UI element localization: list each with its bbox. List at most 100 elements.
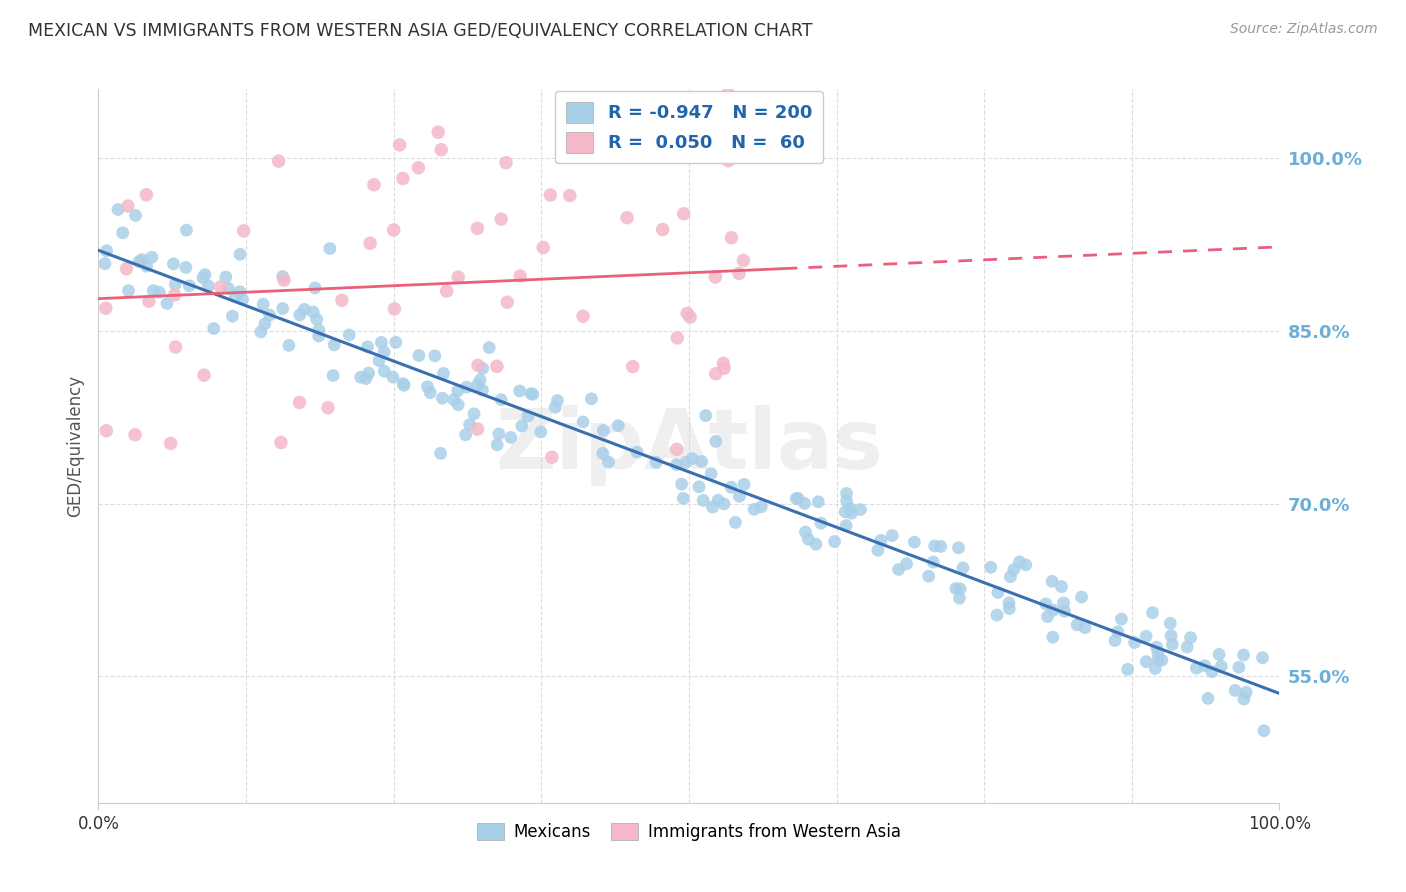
Point xyxy=(388,137,411,152)
Point xyxy=(322,368,344,383)
Point xyxy=(217,281,239,295)
Point xyxy=(887,562,910,576)
Point xyxy=(1233,692,1256,706)
Text: Source: ZipAtlas.com: Source: ZipAtlas.com xyxy=(1230,22,1378,37)
Point xyxy=(665,458,688,472)
Point xyxy=(1161,637,1184,651)
Point xyxy=(117,199,139,213)
Point xyxy=(363,178,385,192)
Point xyxy=(270,435,292,450)
Point xyxy=(382,223,405,237)
Point xyxy=(704,434,727,449)
Point xyxy=(252,297,274,311)
Point xyxy=(408,349,430,363)
Point xyxy=(672,491,695,506)
Point xyxy=(323,338,346,352)
Point xyxy=(465,378,488,392)
Point xyxy=(1146,640,1168,655)
Point xyxy=(115,261,138,276)
Point xyxy=(373,364,395,378)
Point xyxy=(713,497,735,511)
Point xyxy=(156,296,179,310)
Point xyxy=(558,188,581,202)
Point xyxy=(1142,606,1164,620)
Point xyxy=(496,295,519,310)
Point xyxy=(131,252,153,267)
Point xyxy=(392,376,415,391)
Point xyxy=(688,480,710,494)
Point xyxy=(471,383,494,397)
Point xyxy=(509,269,531,284)
Point xyxy=(804,537,827,551)
Point xyxy=(530,425,553,439)
Point xyxy=(1111,612,1133,626)
Point xyxy=(135,259,157,273)
Point xyxy=(427,125,450,139)
Point xyxy=(1042,603,1064,617)
Point xyxy=(350,370,373,384)
Point xyxy=(273,273,295,287)
Point xyxy=(785,491,807,506)
Point xyxy=(1002,563,1025,577)
Point xyxy=(544,401,567,415)
Point xyxy=(107,202,129,217)
Point xyxy=(432,391,454,405)
Point xyxy=(357,366,380,380)
Text: MEXICAN VS IMMIGRANTS FROM WESTERN ASIA GED/EQUIVALENCY CORRELATION CHART: MEXICAN VS IMMIGRANTS FROM WESTERN ASIA … xyxy=(28,22,813,40)
Point xyxy=(870,533,893,548)
Point xyxy=(197,279,219,293)
Point xyxy=(1015,558,1038,572)
Point xyxy=(1150,653,1173,667)
Point xyxy=(742,502,765,516)
Point xyxy=(250,325,273,339)
Point xyxy=(592,446,614,460)
Point xyxy=(952,561,974,575)
Point xyxy=(945,582,967,596)
Point xyxy=(948,591,970,606)
Point xyxy=(305,312,328,326)
Point xyxy=(458,417,481,432)
Point xyxy=(598,455,620,469)
Legend: Mexicans, Immigrants from Western Asia: Mexicans, Immigrants from Western Asia xyxy=(471,816,907,848)
Point xyxy=(733,477,755,491)
Point xyxy=(704,367,727,381)
Point xyxy=(645,455,668,469)
Point xyxy=(665,442,688,457)
Point xyxy=(1074,621,1097,635)
Point xyxy=(509,384,531,398)
Point xyxy=(423,349,446,363)
Point xyxy=(1197,691,1219,706)
Point xyxy=(271,301,294,316)
Point xyxy=(370,335,392,350)
Point xyxy=(929,540,952,554)
Point xyxy=(277,338,299,352)
Point xyxy=(148,285,170,300)
Point xyxy=(489,392,512,407)
Point xyxy=(1223,683,1246,698)
Point xyxy=(1135,655,1157,669)
Point xyxy=(986,608,1008,623)
Point xyxy=(679,310,702,324)
Point xyxy=(717,153,740,168)
Point xyxy=(918,569,941,583)
Point xyxy=(724,516,747,530)
Point xyxy=(1042,630,1064,644)
Point xyxy=(1211,659,1233,673)
Point xyxy=(538,188,561,202)
Point xyxy=(124,427,146,442)
Point xyxy=(308,329,330,343)
Point xyxy=(94,257,117,271)
Point xyxy=(1135,629,1157,643)
Point xyxy=(707,493,730,508)
Point xyxy=(522,387,544,401)
Point xyxy=(128,254,150,268)
Point xyxy=(690,454,713,468)
Point xyxy=(1104,633,1126,648)
Point xyxy=(467,359,489,373)
Point xyxy=(1107,624,1129,639)
Point xyxy=(1052,596,1074,610)
Point xyxy=(810,516,832,531)
Point xyxy=(651,222,673,236)
Point xyxy=(174,260,197,275)
Point xyxy=(392,171,415,186)
